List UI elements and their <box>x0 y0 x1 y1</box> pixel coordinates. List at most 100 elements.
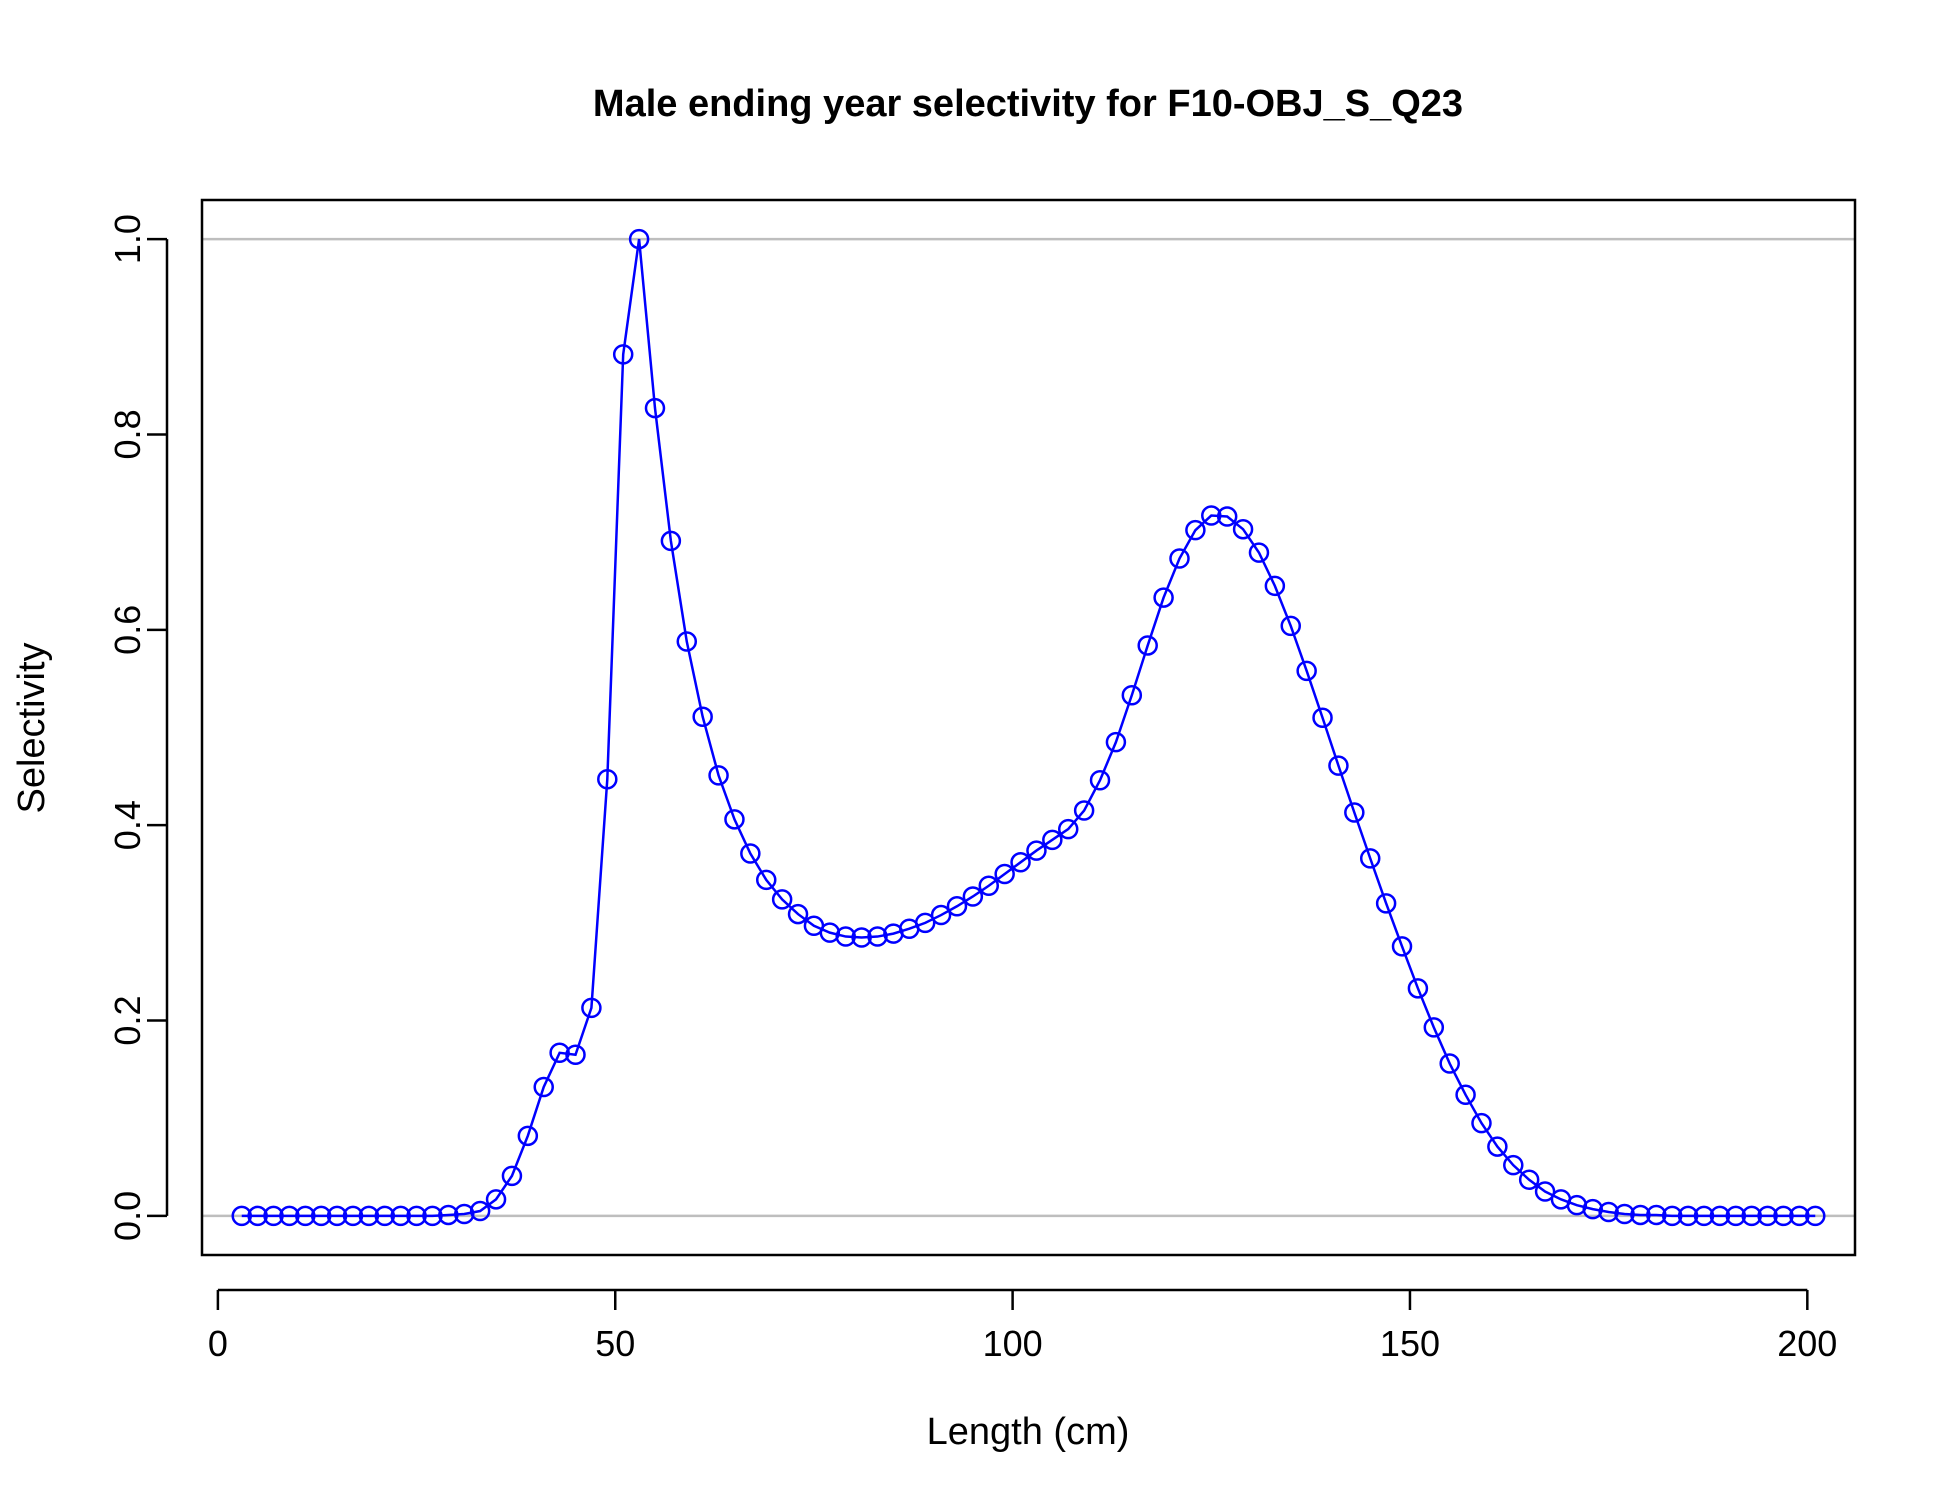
data-point <box>247 1205 268 1227</box>
data-point <box>1280 615 1302 637</box>
data-point <box>1534 1181 1556 1202</box>
data-point <box>644 397 666 419</box>
data-point <box>628 228 650 250</box>
data-point <box>1677 1205 1699 1227</box>
data-point <box>1439 1053 1460 1074</box>
data-point <box>438 1204 459 1226</box>
data-point <box>867 926 888 947</box>
data-point <box>1518 1169 1540 1191</box>
data-point <box>1121 685 1143 706</box>
data-point <box>1201 505 1222 526</box>
data-point <box>597 769 618 790</box>
data-point <box>1598 1201 1619 1223</box>
data-point <box>914 912 936 934</box>
data-points <box>231 228 1826 1227</box>
data-point <box>1709 1205 1731 1227</box>
data-point <box>469 1200 491 1222</box>
data-point <box>295 1205 316 1227</box>
data-point <box>390 1205 411 1227</box>
series-line <box>241 238 1816 1218</box>
data-point <box>1185 519 1206 541</box>
x-tick-label: 150 <box>1380 1323 1440 1364</box>
y-tick-label: 0.0 <box>107 1191 148 1241</box>
x-tick-label: 0 <box>208 1323 228 1364</box>
data-point <box>1248 542 1270 563</box>
data-point <box>1328 755 1349 776</box>
x-axis: 0 50 100 150 200 <box>208 1288 1837 1364</box>
data-point <box>1757 1205 1778 1227</box>
y-tick-label: 0.6 <box>107 605 148 655</box>
data-point <box>1630 1204 1651 1226</box>
data-point <box>581 997 602 1019</box>
x-tick-label: 50 <box>595 1323 635 1364</box>
data-point <box>978 875 1000 896</box>
data-point <box>692 706 713 728</box>
data-point <box>485 1189 507 1210</box>
x-tick-label: 100 <box>983 1323 1043 1364</box>
data-point <box>930 904 952 926</box>
data-point <box>724 809 745 830</box>
data-point <box>1010 852 1031 873</box>
series-line-group <box>241 238 1816 1218</box>
data-point <box>1407 978 1429 999</box>
data-point <box>1614 1203 1635 1225</box>
data-point <box>1344 802 1365 823</box>
data-point <box>1375 893 1397 914</box>
data-point <box>501 1165 523 1187</box>
data-point <box>1089 770 1111 791</box>
data-point <box>1169 548 1190 569</box>
data-point <box>549 1042 570 1064</box>
data-point <box>1216 506 1238 527</box>
data-point <box>1312 707 1333 728</box>
data-point <box>231 1205 252 1227</box>
plot-frame <box>200 198 1857 1257</box>
data-point <box>1582 1198 1603 1220</box>
data-point <box>1296 660 1317 682</box>
data-point <box>1042 829 1063 851</box>
data-point <box>1773 1205 1794 1227</box>
data-point <box>1741 1205 1762 1227</box>
data-point <box>1137 635 1158 656</box>
data-point <box>1646 1204 1667 1226</box>
data-point <box>612 344 634 365</box>
chart-title: Male ending year selectivity for F10-OBJ… <box>593 83 1463 125</box>
data-point <box>1057 818 1079 840</box>
data-point <box>342 1205 364 1227</box>
data-point <box>565 1044 586 1065</box>
data-point <box>374 1205 396 1227</box>
data-point <box>1805 1205 1826 1227</box>
data-point <box>755 869 777 891</box>
data-point <box>326 1205 348 1227</box>
data-point <box>533 1076 554 1098</box>
x-axis-label: Length (cm) <box>927 1411 1130 1453</box>
data-point <box>740 843 761 864</box>
data-point <box>263 1205 284 1227</box>
data-point <box>279 1205 300 1227</box>
data-point <box>1455 1084 1476 1106</box>
y-tick-label: 0.2 <box>107 996 148 1046</box>
data-point <box>1693 1205 1715 1227</box>
data-point <box>1153 587 1174 608</box>
y-axis-label: Selectivity <box>11 642 53 813</box>
y-tick-label: 0.4 <box>107 800 148 850</box>
data-point <box>310 1205 332 1227</box>
data-point <box>454 1203 475 1225</box>
data-point <box>1264 575 1286 597</box>
data-point <box>358 1205 380 1227</box>
data-point <box>994 863 1015 885</box>
data-point <box>962 886 984 907</box>
data-point <box>1359 848 1381 869</box>
data-point <box>851 927 872 948</box>
y-tick-label: 0.8 <box>107 409 148 459</box>
data-point <box>787 903 809 925</box>
data-point <box>1026 840 1047 861</box>
data-point <box>1789 1205 1810 1227</box>
data-point <box>660 530 682 552</box>
y-tick-label: 1.0 <box>107 214 148 264</box>
data-point <box>708 765 729 786</box>
data-point <box>1725 1205 1747 1227</box>
data-point <box>1503 1154 1524 1176</box>
y-axis: 0.0 0.2 0.4 0.6 0.8 1.0 <box>107 214 169 1241</box>
data-point <box>1661 1205 1683 1227</box>
